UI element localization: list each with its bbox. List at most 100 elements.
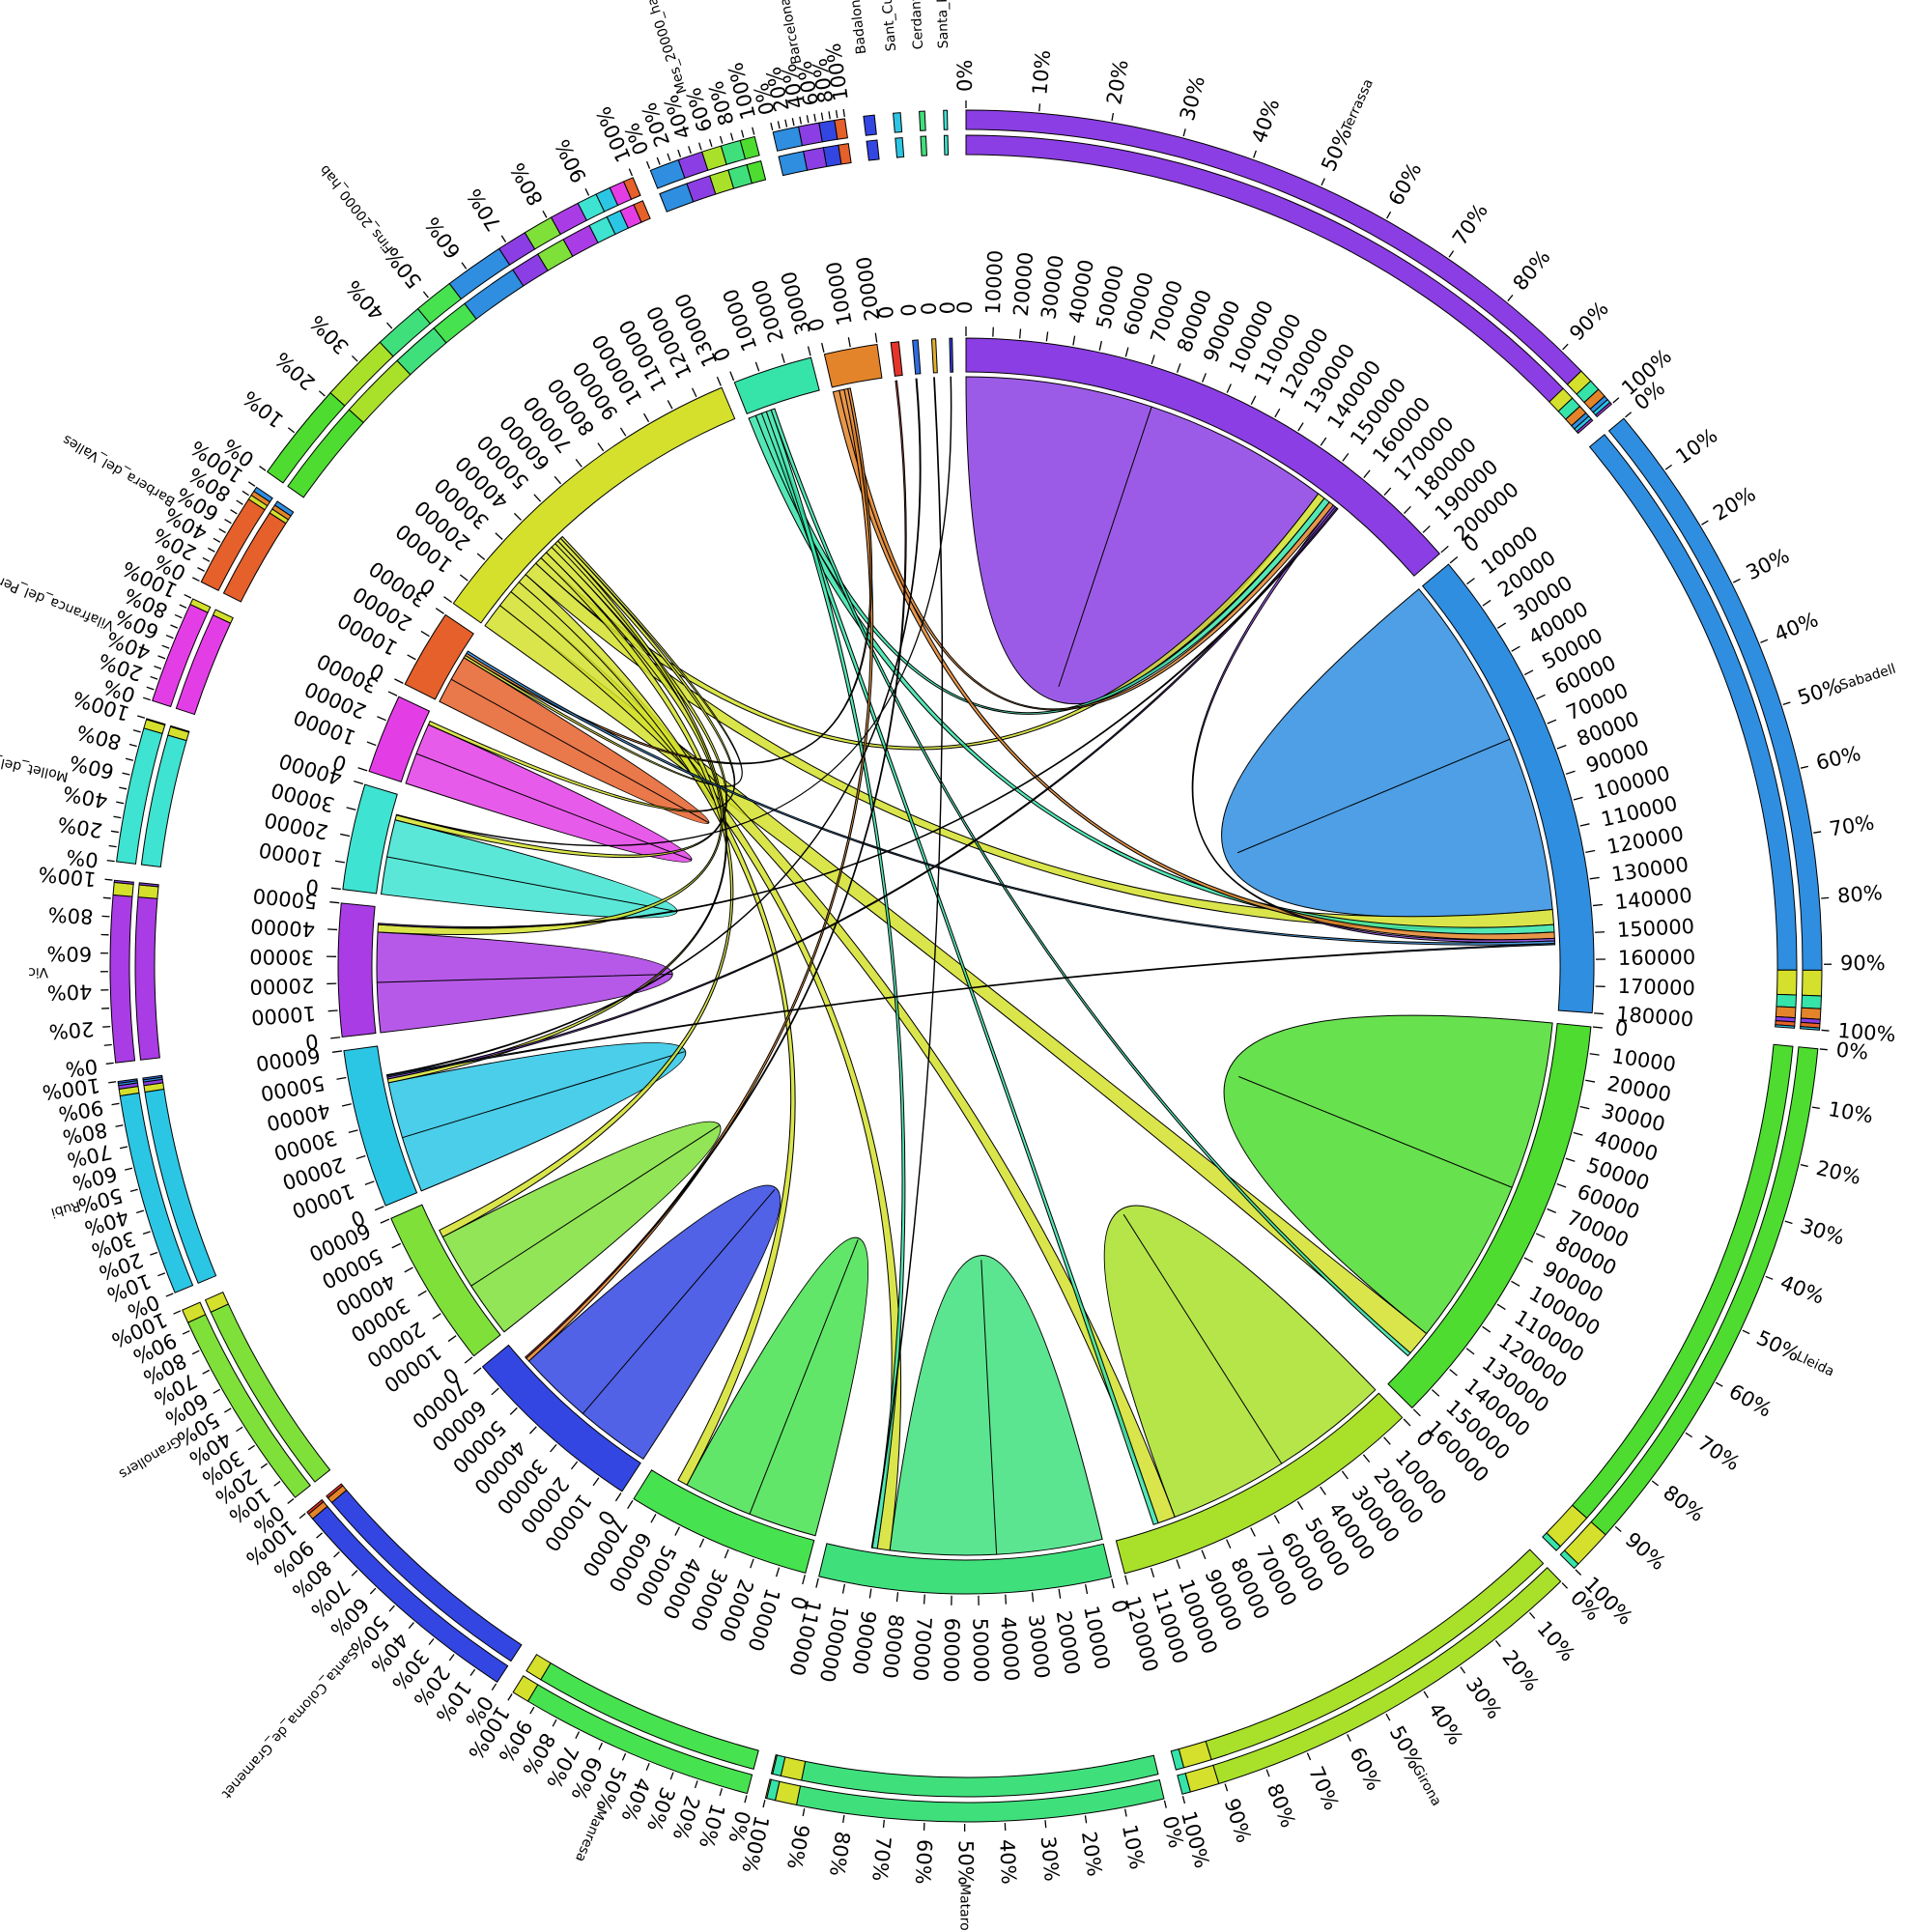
tick-lleida-10000 (1589, 1053, 1600, 1056)
tick-mataro-30000 (1031, 1592, 1035, 1603)
segment-name-barcelona: Barcelona (778, 0, 806, 66)
pct-tick-manresa-0 (744, 1795, 748, 1804)
tick-label-terrassa-20000: 20000 (1009, 251, 1038, 318)
ribbon-mes20000-girona (760, 411, 1159, 1525)
tick-granollers-50000 (391, 1242, 402, 1249)
pct-tick-barbera-70 (230, 509, 238, 515)
ribbon-terrassa-vic (377, 507, 1339, 929)
segment-name-girona: Girona (1408, 1762, 1444, 1808)
pct-label-mataro-80: 80% (825, 1830, 854, 1878)
pct-tick-sabadell-50 (1782, 701, 1791, 706)
pct-tick-girona-50 (1385, 1713, 1391, 1721)
pct-label-mataro-20: 20% (1077, 1830, 1106, 1878)
pct-tick-mollet-40 (116, 801, 125, 805)
tick-terrassa-110000 (1250, 395, 1257, 405)
segment-name-vic: Vic (28, 964, 48, 980)
pct-tick-barbera-30 (208, 547, 215, 553)
tick-mataro-80000 (895, 1592, 899, 1603)
tick-sabadell-120000 (1585, 849, 1596, 853)
tick-terrassa-160000 (1363, 469, 1371, 478)
pct-tick-mollet-100 (137, 715, 146, 719)
pct-tick-mataro-0 (1163, 1800, 1167, 1808)
pct-tick-mataro-70 (882, 1819, 885, 1828)
share-bar-vic-vic-0 (134, 896, 160, 1061)
share-bar-badalona-santa_coloma-1 (863, 114, 877, 136)
tick-sabadell-60000 (1536, 694, 1546, 700)
segment-name-sant_cugat: Sant_Cugat_del_Valles (872, 0, 900, 52)
share-bar-terrassa-vic-1 (1594, 401, 1613, 418)
tick-granollers-0 (464, 1356, 473, 1364)
tick-manresa-0 (802, 1575, 806, 1585)
tick-vic-50000 (329, 901, 340, 904)
pct-tick-vilafranca-80 (174, 613, 183, 619)
pct-tick-barbera-10 (197, 567, 205, 572)
tick-girona-100000 (1176, 1559, 1180, 1570)
pct-tick-lleida-0 (1819, 1048, 1828, 1051)
share-bar-mollet-perpetua-1 (145, 718, 166, 726)
tick-terrassa-200000 (1440, 545, 1449, 554)
pct-label-vic-100: 100% (38, 862, 98, 891)
pct-tick-mollet-80 (128, 743, 137, 748)
tick-vilafranca-0 (357, 767, 368, 772)
segment-arc-granollers (390, 1204, 501, 1357)
pct-tick-lleida-70 (1685, 1432, 1693, 1438)
segment-arc-badalona (890, 341, 903, 377)
pct-tick-barbera-60 (224, 518, 232, 525)
pct-tick-rubi-100 (108, 1081, 117, 1084)
pct-tick-girona-40 (1423, 1690, 1429, 1698)
tick-manresa-70000 (627, 1499, 634, 1510)
tick-terrassa-180000 (1404, 505, 1411, 514)
tick-label-lleida-0: 0 (1614, 1016, 1630, 1040)
tick-vic-40000 (327, 928, 338, 931)
pct-label-vic-0: 0% (64, 1054, 99, 1081)
tick-girona-40000 (1320, 1486, 1326, 1495)
share-bar-rubi-sant_cugat-0 (142, 1074, 163, 1081)
tick-mataro-10000 (1084, 1584, 1089, 1595)
pct-tick-sabadell-80 (1821, 896, 1830, 899)
tick-vilafranca-10000 (366, 741, 377, 747)
pct-tick-manresa-50 (621, 1752, 627, 1761)
tick-label-mataro-10000: 10000 (1079, 1604, 1114, 1671)
share-bar-sabadell-rubi-1 (1800, 1026, 1821, 1031)
pct-tick-santa_coloma-40 (408, 1622, 414, 1630)
pct-tick-santa_coloma-80 (333, 1551, 340, 1558)
pct-tick-vic-90 (102, 896, 111, 899)
tick-fins20000-20000 (476, 553, 486, 560)
pct-label-girona-20: 20% (1497, 1646, 1544, 1696)
pct-tick-sabadell-60 (1800, 765, 1808, 769)
pct-label-fins20000-60: 60% (420, 213, 466, 263)
ribbon-mollet-mollet (381, 819, 678, 919)
share-bar-mes20000-lleida-1 (739, 135, 760, 160)
tick-label-mollet-10000: 10000 (257, 838, 325, 871)
segment-arc-manresa (633, 1469, 815, 1575)
pct-tick-girona-0 (1561, 1582, 1569, 1589)
pct-tick-barcelona-20 (784, 119, 788, 128)
pct-tick-lleida-60 (1715, 1381, 1723, 1387)
tick-lleida-50000 (1565, 1157, 1576, 1162)
tick-lleida-0 (1592, 1026, 1603, 1029)
pct-tick-sabadell-20 (1701, 520, 1709, 526)
ribbon-manresa-manresa (686, 1236, 869, 1537)
tick-santa_coloma-60000 (491, 1387, 499, 1396)
tick-terrassa-120000 (1274, 408, 1281, 418)
pct-tick-rubi-30 (142, 1231, 151, 1236)
tick-terrassa-140000 (1320, 437, 1327, 446)
tick-granollers-10000 (447, 1335, 457, 1343)
pct-label-vic-80: 80% (47, 902, 94, 928)
ribbon-group (376, 376, 1556, 1556)
ribbon-mes20000-mataro (765, 409, 906, 1549)
pct-tick-barcelona-0 (770, 122, 774, 131)
pct-tick-granollers-40 (236, 1426, 243, 1433)
share-bar-sabadell-barcelona-1 (1800, 1007, 1822, 1020)
pct-label-girona-60: 60% (1345, 1744, 1385, 1794)
pct-label-terrassa-70: 70% (1448, 199, 1492, 249)
tick-label-mataro-40000: 40000 (996, 1616, 1023, 1682)
segment-name-mataro: Mataro (956, 1884, 972, 1931)
segment-name-fins20000: Fins_20000_hab (317, 161, 397, 255)
tick-mes20000-0 (729, 371, 735, 382)
pct-label-fins20000-70: 70% (462, 185, 505, 235)
share-bar-lleida-mes20000-1 (1559, 1549, 1579, 1570)
pct-tick-fins20000-20 (318, 390, 326, 397)
ribbon-perpetua-mollet (395, 376, 952, 847)
ribbon-terrassa-rubi (386, 505, 1338, 1080)
